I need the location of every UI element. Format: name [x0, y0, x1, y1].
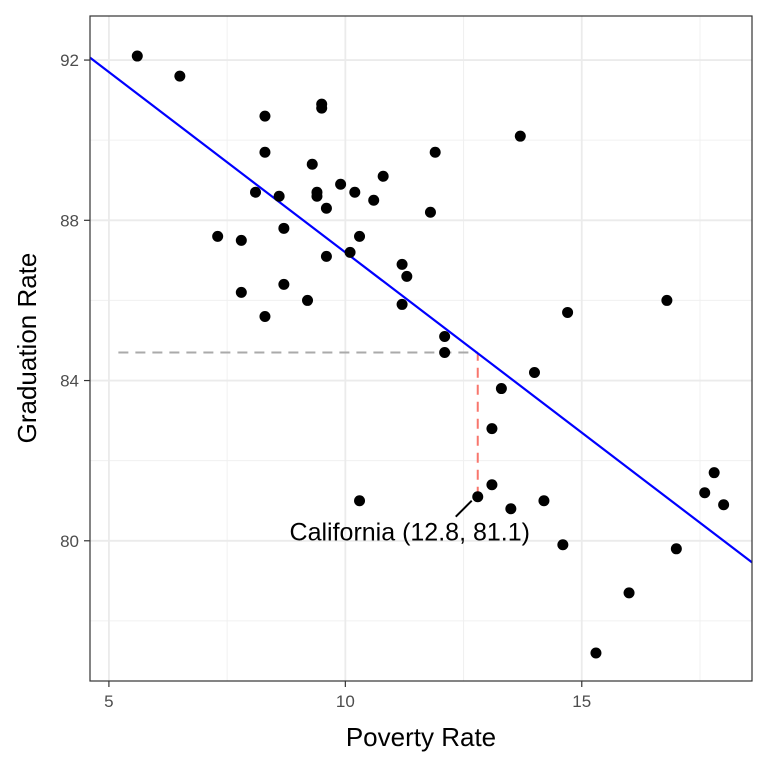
data-point [278, 278, 290, 290]
data-point [349, 186, 361, 198]
y-axis: 80 84 88 92 [60, 51, 90, 551]
data-point [486, 423, 498, 435]
regression-line-group [89, 56, 753, 564]
data-point [528, 367, 540, 379]
data-point [472, 491, 484, 503]
x-axis: 5 10 15 [104, 681, 591, 711]
data-point [302, 294, 314, 306]
data-point [623, 587, 635, 599]
data-point [396, 298, 408, 310]
data-point [212, 230, 224, 242]
data-point [557, 539, 569, 551]
data-point [316, 102, 328, 114]
regression-line [89, 56, 753, 564]
data-point [562, 306, 574, 318]
data-point [439, 330, 451, 342]
data-point [424, 206, 436, 218]
data-point [259, 146, 271, 158]
annotation-label: California (12.8, 81.1) [290, 519, 530, 547]
annotation-leader-line [455, 500, 473, 518]
data-point [235, 286, 247, 298]
y-tick-label: 92 [60, 51, 79, 70]
data-point [131, 50, 143, 62]
data-point [538, 495, 550, 507]
data-point [429, 146, 441, 158]
data-point [708, 467, 720, 479]
x-axis-title: Poverty Rate [346, 722, 496, 752]
data-point [335, 178, 347, 190]
data-point [354, 230, 366, 242]
x-tick-label: 10 [336, 692, 355, 711]
data-point [505, 503, 517, 515]
reference-lines [118, 351, 479, 497]
data-point [174, 70, 186, 82]
data-point [590, 647, 602, 659]
data-point [486, 479, 498, 491]
data-point [514, 130, 526, 142]
data-point [495, 383, 507, 395]
x-tick-label: 5 [104, 692, 113, 711]
data-points [131, 50, 730, 659]
data-point [661, 294, 673, 306]
data-point [259, 110, 271, 122]
data-point [306, 158, 318, 170]
data-point [699, 487, 711, 499]
data-point [368, 194, 380, 206]
data-point [344, 246, 356, 258]
data-point [250, 186, 261, 198]
y-tick-label: 80 [60, 532, 79, 551]
grid-minor [90, 16, 752, 681]
data-point [311, 190, 323, 202]
data-point [320, 250, 332, 262]
data-point [235, 234, 247, 246]
data-point [354, 495, 366, 507]
plot-panel [90, 16, 752, 681]
x-tick-label: 15 [572, 692, 591, 711]
data-point [273, 190, 285, 202]
y-tick-label: 84 [60, 372, 79, 391]
grid-major [90, 16, 752, 681]
data-point [259, 310, 271, 322]
y-axis-title: Graduation Rate [12, 253, 42, 444]
y-tick-label: 88 [60, 211, 79, 230]
data-point [718, 499, 730, 511]
data-point [401, 270, 413, 282]
plot-border [89, 15, 753, 682]
data-point [439, 347, 451, 359]
data-point [377, 170, 389, 182]
data-point [320, 202, 332, 214]
data-point [670, 543, 682, 555]
data-point [278, 222, 290, 234]
annotation-group: California (12.8, 81.1) [290, 500, 530, 547]
data-point [396, 258, 408, 270]
